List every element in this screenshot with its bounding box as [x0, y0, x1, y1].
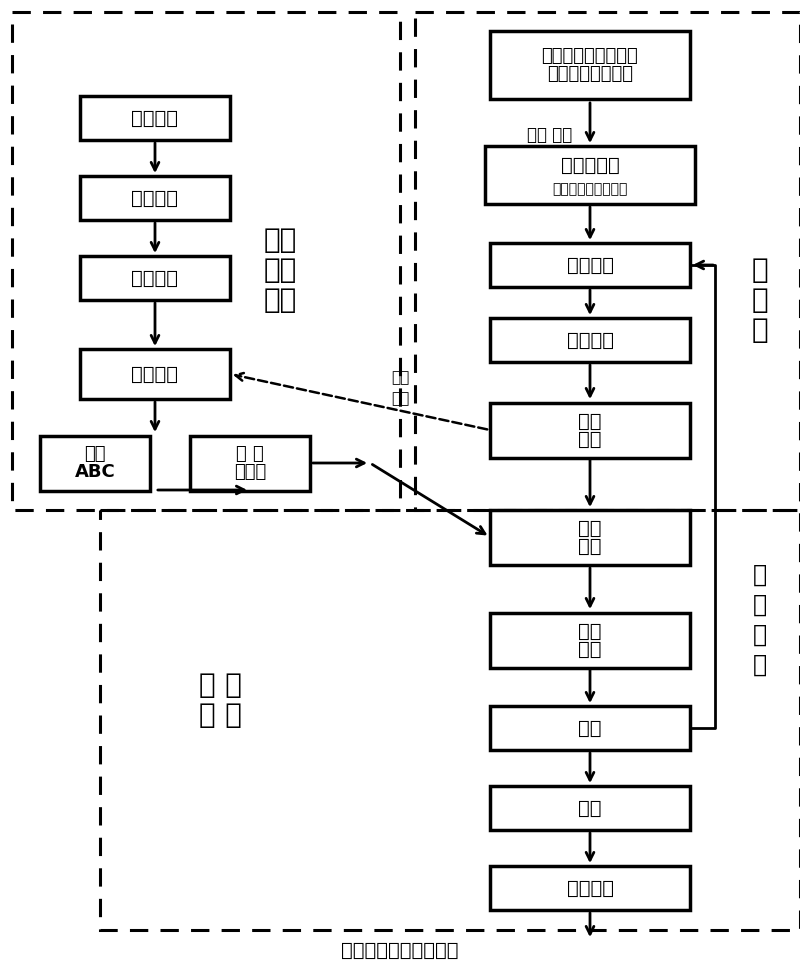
Text: 辅 料: 辅 料 [236, 445, 264, 463]
Text: 格: 格 [753, 623, 767, 647]
Text: 无害化处理: 无害化处理 [561, 156, 619, 174]
Bar [490, 318, 690, 362]
Text: ABC: ABC [74, 463, 115, 481]
Bar [415, 12, 800, 510]
Text: 主: 主 [752, 256, 768, 284]
Text: 合: 合 [753, 593, 767, 617]
Bar [40, 436, 150, 491]
Text: 外来入侵植物茎杆及: 外来入侵植物茎杆及 [542, 47, 638, 65]
Bar [12, 12, 400, 510]
Text: 计量: 计量 [578, 519, 602, 537]
Bar [490, 613, 690, 668]
Bar [80, 176, 230, 220]
Text: 粉碎分选: 粉碎分选 [566, 256, 614, 275]
Text: 混配: 混配 [578, 536, 602, 556]
Text: 化验 分析: 化验 分析 [527, 126, 573, 144]
Bar [490, 31, 690, 99]
Bar [190, 436, 310, 491]
Text: 育苗试验: 育苗试验 [131, 189, 178, 207]
Text: 成 型: 成 型 [198, 671, 242, 699]
Bar [490, 786, 690, 830]
Text: 配制: 配制 [263, 256, 297, 284]
Bar [80, 349, 230, 399]
Bar [490, 403, 690, 458]
Bar [490, 706, 690, 750]
Text: 料: 料 [752, 286, 768, 314]
Text: 辅料: 辅料 [263, 226, 297, 254]
Text: 过 程: 过 程 [198, 701, 242, 729]
Text: 蔬菜、花卉等育苗使用: 蔬菜、花卉等育苗使用 [342, 941, 458, 959]
Text: 流程: 流程 [263, 286, 297, 314]
Text: 分检: 分检 [578, 718, 602, 738]
Bar [490, 509, 690, 564]
Text: 原料: 原料 [578, 430, 602, 448]
Bar [490, 866, 690, 910]
Text: 泥（草）炭或蛭石: 泥（草）炭或蛭石 [547, 65, 633, 83]
Text: 发酵、氧化、调酸等: 发酵、氧化、调酸等 [552, 182, 628, 196]
Text: 包装: 包装 [578, 799, 602, 818]
Text: 品: 品 [753, 653, 767, 677]
Text: 配方设计: 配方设计 [131, 108, 178, 128]
Bar [485, 146, 695, 204]
Text: 成型: 成型 [578, 640, 602, 658]
Text: 扩大化: 扩大化 [234, 463, 266, 481]
Text: 压制: 压制 [578, 621, 602, 641]
Text: 不: 不 [753, 563, 767, 587]
Text: 加: 加 [752, 316, 768, 344]
Bar [490, 243, 690, 287]
Text: 筛选配方: 筛选配方 [131, 268, 178, 287]
Text: 成品出厂: 成品出厂 [566, 879, 614, 897]
Bar [100, 510, 800, 930]
Bar [80, 256, 230, 300]
Bar [80, 96, 230, 140]
Text: 水分控制: 水分控制 [566, 330, 614, 349]
Text: 辅料: 辅料 [84, 445, 106, 463]
Text: 化验
检测: 化验 检测 [391, 370, 409, 406]
Text: 调制辅料: 调制辅料 [131, 365, 178, 383]
Text: 主要: 主要 [578, 411, 602, 431]
